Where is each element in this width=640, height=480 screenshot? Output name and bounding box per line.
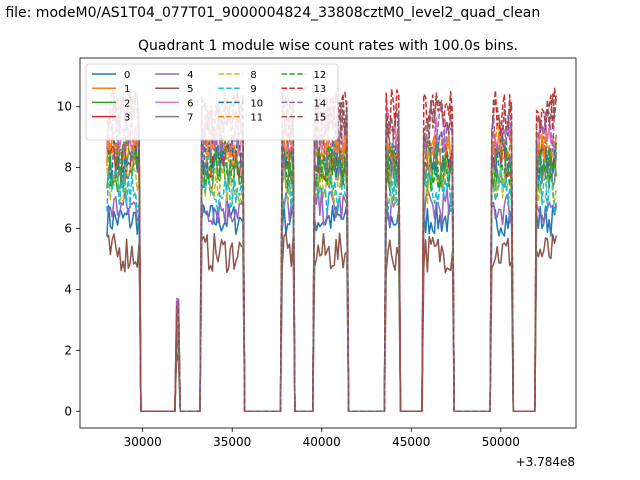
legend-label-5: 5 — [187, 84, 193, 95]
legend-label-0: 0 — [124, 70, 130, 81]
y-tick-label: 10 — [57, 100, 72, 114]
series-layer — [106, 87, 558, 413]
legend-label-7: 7 — [187, 113, 193, 124]
x-axis: 30000 35000 40000 45000 50000 — [124, 428, 520, 449]
x-tick-label: 35000 — [213, 435, 251, 449]
plot-frame — [79, 57, 577, 429]
legend-label-13: 13 — [314, 84, 327, 95]
x-tick-label: 45000 — [392, 435, 430, 449]
legend-label-10: 10 — [250, 98, 263, 109]
y-tick-label: 4 — [64, 282, 72, 296]
chart-title: Quadrant 1 module wise count rates with … — [138, 38, 518, 54]
legend-label-14: 14 — [314, 98, 327, 109]
legend-label-12: 12 — [314, 70, 327, 81]
legend-label-1: 1 — [124, 84, 130, 95]
x-tick-label: 30000 — [124, 435, 162, 449]
y-tick-label: 8 — [64, 161, 72, 175]
legend-label-3: 3 — [124, 113, 130, 124]
x-tick-label: 40000 — [303, 435, 341, 449]
y-axis: 0 2 4 6 8 10 — [57, 100, 80, 418]
legend-label-4: 4 — [187, 70, 193, 81]
figure-suptitle: n file: modeM0/AS1T04_077T01_9000004824_… — [0, 5, 540, 21]
legend-label-2: 2 — [124, 98, 130, 109]
x-tick-label: 50000 — [482, 435, 520, 449]
legend-label-9: 9 — [250, 84, 256, 95]
y-tick-label: 0 — [64, 404, 72, 418]
legend-label-6: 6 — [187, 98, 193, 109]
series-line-15 — [106, 92, 558, 413]
y-tick-label: 2 — [64, 343, 72, 357]
y-tick-label: 6 — [64, 222, 72, 236]
legend-label-15: 15 — [314, 113, 327, 124]
x-axis-offset-label: +3.784e8 — [516, 455, 575, 469]
legend-box — [85, 63, 339, 141]
legend-label-8: 8 — [250, 70, 256, 81]
legend-label-11: 11 — [250, 113, 263, 124]
